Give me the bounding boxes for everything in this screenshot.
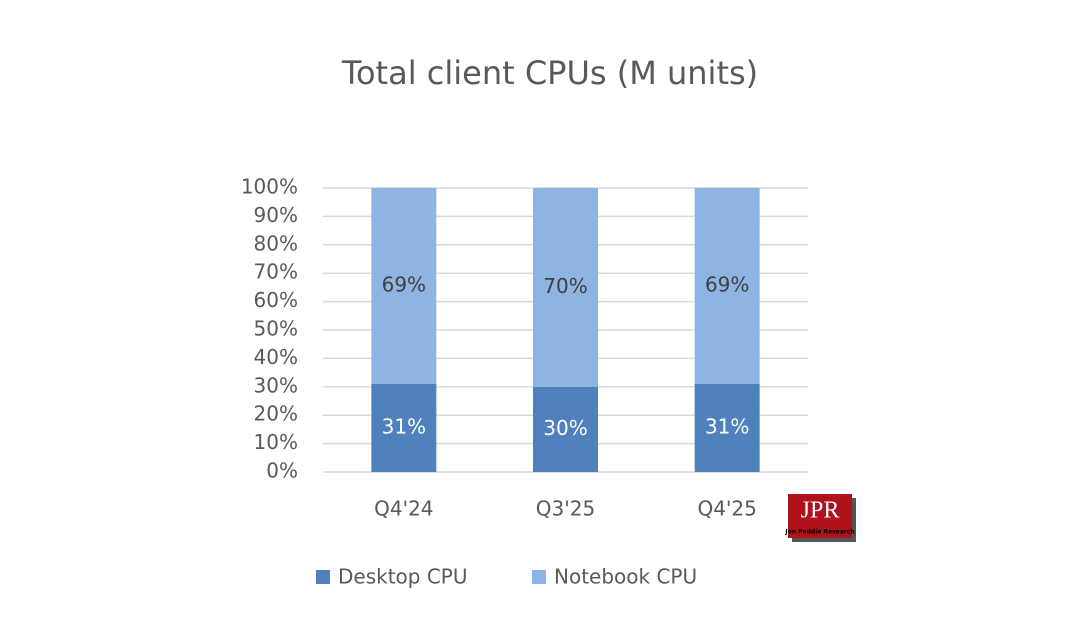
data-label: 30% [543, 416, 587, 440]
bar-segment [533, 188, 598, 387]
legend-swatch [316, 570, 330, 584]
y-tick-label: 60% [254, 288, 298, 312]
logo: JPR Jon Peddie Research [784, 494, 856, 542]
data-label: 31% [382, 414, 426, 438]
x-tick-label: Q4'24 [374, 497, 433, 521]
bar-segment [694, 188, 760, 384]
data-label: 70% [543, 274, 587, 298]
data-label: 31% [705, 414, 749, 438]
y-tick-label: 0% [266, 459, 298, 483]
bar-segment [694, 383, 760, 472]
y-tick-label: 70% [254, 260, 298, 284]
y-tick-label: 30% [254, 373, 298, 397]
bar-segment [371, 383, 437, 472]
x-tick-label: Q3'25 [536, 497, 595, 521]
y-tick-label: 10% [254, 430, 298, 454]
legend-swatch [532, 570, 546, 584]
legend-label: Notebook CPU [554, 565, 697, 589]
data-label: 69% [382, 272, 426, 296]
legend-label: Desktop CPU [338, 565, 468, 589]
x-tick-label: Q4'25 [697, 497, 756, 521]
data-label: 69% [705, 272, 749, 296]
y-tick-label: 50% [254, 317, 298, 341]
y-tick-label: 40% [254, 345, 298, 369]
bar-segment [371, 188, 437, 384]
logo-subtitle: Jon Peddie Research [784, 529, 854, 536]
y-tick-label: 80% [254, 231, 298, 255]
y-tick-label: 20% [254, 402, 298, 426]
logo-box [788, 494, 852, 538]
y-tick-label: 100% [241, 175, 298, 199]
bar-segment [533, 386, 598, 472]
chart-title: Total client CPUs (M units) [341, 54, 758, 92]
logo-text: JPR [801, 498, 840, 524]
y-tick-label: 90% [254, 203, 298, 227]
